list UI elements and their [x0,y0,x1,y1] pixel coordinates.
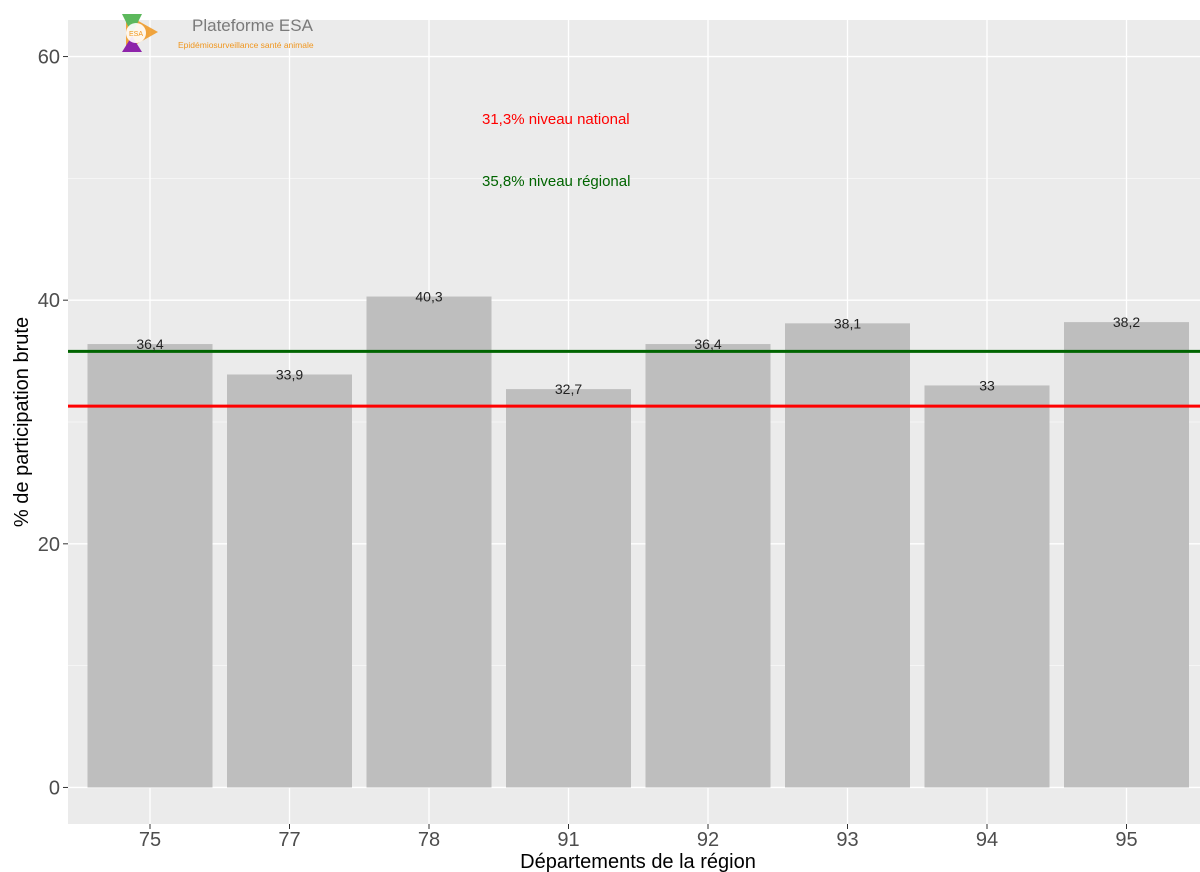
y-axis: 0 20 40 60 [38,47,68,799]
bar [87,344,213,788]
bar-value-label: 40,3 [415,289,442,305]
x-tick-label: 78 [418,829,440,851]
x-axis-title: Départements de la région [520,851,756,872]
logo-title: Plateforme ESA [192,16,314,35]
esa-logo: ESA Plateforme ESA Epidémiosurveillance … [122,14,314,52]
x-tick-label: 91 [557,829,579,851]
bar [645,344,771,788]
bar [366,296,492,788]
bar-value-label: 33,9 [276,366,303,382]
x-tick-label: 77 [278,829,300,851]
logo-subtitle: Epidémiosurveillance santé animale [178,40,314,50]
y-tick-label: 60 [38,47,60,69]
bar-value-label: 38,1 [834,315,861,331]
bars [87,296,1189,788]
y-tick-label: 0 [49,777,60,799]
bar-value-label: 36,4 [694,336,721,352]
x-tick-label: 94 [976,829,998,851]
bar-value-label: 33 [979,377,995,393]
x-tick-label: 92 [697,829,719,851]
esa-badge-text: ESA [129,31,143,38]
x-axis: 75 77 78 91 92 93 94 95 [139,824,1138,851]
data-labels: 36,4 33,9 40,3 32,7 36,4 38,1 33 38,2 [136,289,1140,398]
bar [506,389,631,788]
x-tick-label: 75 [139,829,161,851]
bar [924,385,1050,788]
y-tick-label: 20 [38,534,60,556]
regional-reference-label: 35,8% niveau régional [482,173,630,190]
bar [227,374,352,788]
bar-value-label: 32,7 [555,381,582,397]
national-reference-label: 31,3% niveau national [482,111,630,128]
bar [1064,322,1189,788]
y-tick-label: 40 [38,290,60,312]
reference-lines [68,349,1200,408]
esa-logo-mark: ESA [122,14,158,52]
x-tick-label: 95 [1115,829,1137,851]
bar-value-label: 38,2 [1113,314,1140,330]
y-axis-title: % de participation brute [11,317,33,527]
bar-value-label: 36,4 [136,336,163,352]
x-tick-label: 93 [836,829,858,851]
bar [785,323,910,788]
